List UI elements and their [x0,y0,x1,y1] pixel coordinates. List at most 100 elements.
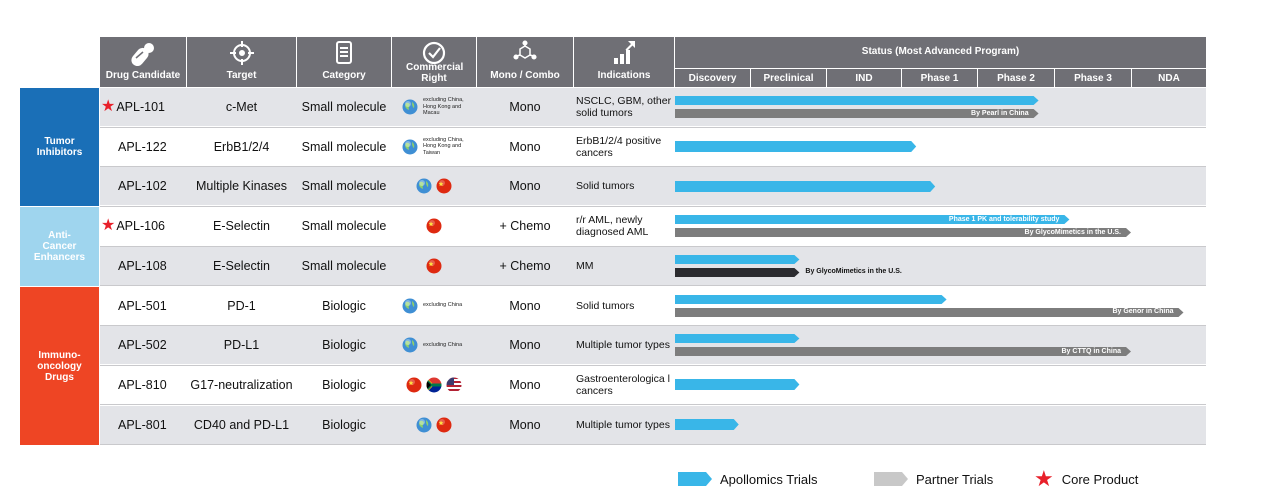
check-circle-icon [421,40,447,69]
indication-cell: ErbB1/2/4 positive cancers [576,134,662,159]
table-row: ★ APL-101 c-Met Small molecule excluding Chi… [100,88,1206,126]
header-mono-combo-label: Mono / Combo [490,70,560,81]
target-cell: E-Selectin [213,258,270,273]
target-cell: PD-1 [227,298,256,313]
china-flag-icon [406,377,422,393]
row-divider [100,205,1206,207]
bar-label: By CTTQ in China [1061,347,1122,355]
mono-combo-cell: Mono [509,139,541,154]
partner-trial-bar [675,307,1184,317]
bar-label: Phase 1 PK and tolerability study [948,215,1060,223]
crosshair-icon [229,40,255,69]
partner-trial-bar [675,109,1039,118]
header-indications: Indications [574,37,674,87]
commercial-right-cell: excluding China, Hong Kong and Macau [392,88,476,126]
row-divider [100,404,1206,406]
globe-flag-icon [402,99,418,115]
drug-name: APL-810 [118,377,167,392]
china-flag-icon [436,178,452,194]
target-cell: c-Met [225,100,258,114]
table-row: APL-102 Multiple Kinases Small molecule Mon… [100,167,1206,206]
drug-cell: APL-502 [118,326,167,364]
mono-combo-cell: Mono [509,377,541,392]
mono-combo-cell: Mono [509,417,541,432]
target-cell: CD40 and PD-L1 [193,417,290,432]
category-cell: Biologic [322,377,366,392]
drug-cell: APL-102 [118,167,167,205]
indication-cell: MM [576,259,594,272]
apollomics-trial-bar [675,180,936,192]
indication-cell: Solid tumors [576,299,635,312]
drug-name: APL-801 [118,417,167,432]
phase-nda: NDA [1131,68,1206,87]
row-divider [100,325,1206,326]
apollomics-trial-bar [675,379,800,391]
drug-cell: APL-810 [118,366,167,404]
drug-name: APL-106 [116,219,165,234]
row-divider [100,364,1206,366]
legend-partner-label: Partner Trials [916,471,994,487]
row-divider [100,126,1206,128]
legend-core-product: ★ Core Product [1034,466,1138,491]
drug-name: APL-501 [118,298,167,313]
phase-phase-1: Phase 1 [901,68,977,87]
apollomics-trial-bar [675,334,800,344]
table-row: APL-810 G17-neutralization Biologic Mono Gas… [100,365,1206,404]
target-cell: G17-neutralization [190,377,293,392]
globe-flag-icon [402,139,418,155]
category-cell: Small molecule [301,139,387,154]
phase-discovery: Discovery [675,68,750,87]
apollomics-trial-bar [675,141,917,153]
drug-cell: APL-108 [118,247,167,285]
target-cell: E-Selectin [213,219,270,234]
mono-combo-cell: Mono [509,298,541,313]
apollomics-trial-bar [675,215,1070,225]
apollomics-arrow-icon [678,472,712,486]
drug-name: APL-122 [118,139,167,154]
row-divider [100,444,1206,446]
table-row: ★ APL-106 E-Selectin Small molecule + Chemo r… [100,207,1206,246]
partner-trial-bar [675,347,1131,357]
table-row: APL-501 PD-1 Biologic excluding China Mono So… [100,286,1206,325]
south-africa-flag-icon [426,377,442,393]
group-tumor-inhibitors-label: Tumor Inhibitors [36,136,83,158]
target-cell: Multiple Kinases [195,179,287,194]
drug-name: APL-102 [118,179,167,194]
partner-arrow-icon [874,472,908,486]
indication-cell: r/r AML, newly diagnosed AML [576,214,649,239]
rights-note: excluding China [423,302,463,309]
china-flag-icon [436,417,452,433]
mono-combo-cell: Mono [509,338,541,353]
header-commercial-right: Commercial Right [392,37,476,87]
commercial-right-cell: excluding China [392,287,476,325]
indication-cell: Multiple tumor types [576,339,670,352]
drug-cell: APL-801 [118,406,167,444]
phase-phase-3: Phase 3 [1054,68,1131,87]
commercial-right-cell: excluding China, Hong Kong and Taiwan [392,128,476,166]
globe-flag-icon [416,417,432,433]
phase-ind: IND [826,68,901,87]
category-cell: Biologic [322,417,366,432]
header-drug-candidate-label: Drug Candidate [105,70,181,81]
dark-trial-bar [675,267,800,277]
core-star-icon: ★ [101,98,116,115]
indication-cell: NSCLC, GBM, other solid tumors [576,95,672,119]
core-star-icon: ★ [1034,466,1054,491]
apollomics-trial-bar [675,294,947,304]
header-category-label: Category [322,70,366,81]
apollomics-trial-bar [675,96,1039,105]
globe-flag-icon [402,298,418,314]
commercial-right-cell [392,247,476,285]
mono-combo-cell: Mono [509,179,541,194]
drug-name: APL-101 [116,100,165,114]
china-flag-icon [426,218,442,234]
apollomics-trial-bar [675,254,800,264]
globe-flag-icon [402,337,418,353]
indication-cell: Multiple tumor types [576,418,670,431]
header-indications-label: Indications [597,70,651,81]
category-cell: Biologic [322,298,366,313]
globe-flag-icon [416,178,432,194]
category-cell: Small molecule [301,258,387,273]
header-target: Target [187,37,296,87]
commercial-right-cell [392,207,476,245]
